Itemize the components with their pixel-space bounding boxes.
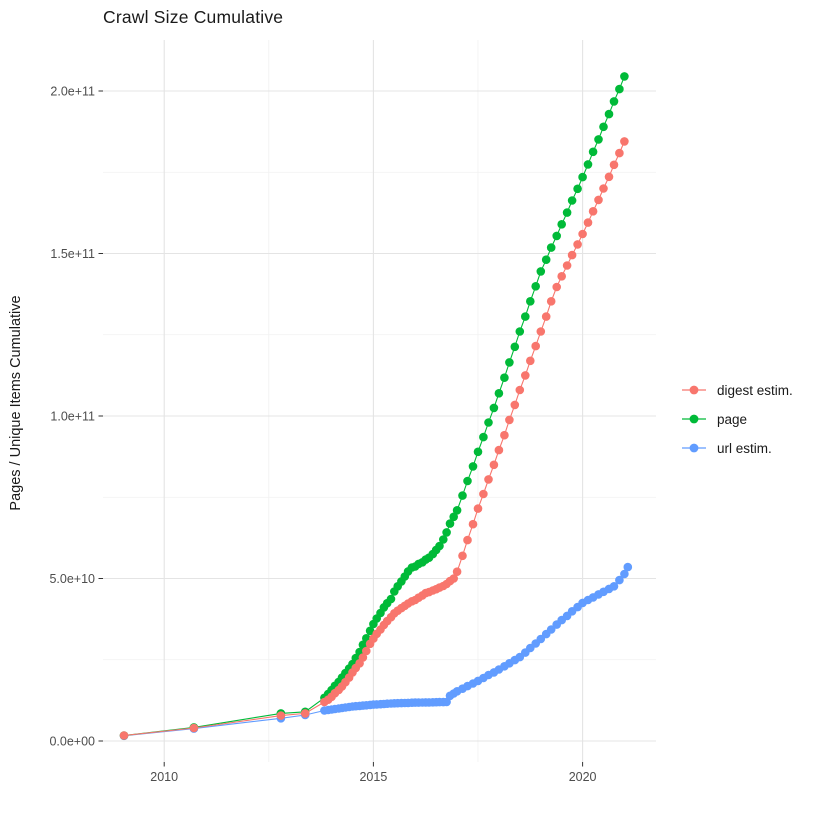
chart-title: Crawl Size Cumulative	[103, 7, 284, 27]
legend-key-line-dot-icon	[682, 443, 706, 453]
svg-text:2015: 2015	[359, 770, 387, 784]
axis-tick-marks	[98, 90, 584, 767]
series-page-points	[119, 72, 629, 740]
legend-item-digest-estim: digest estim.	[681, 380, 793, 400]
legend-label: url estim.	[717, 440, 772, 456]
legend-label: page	[717, 411, 748, 427]
legend-item-page: page	[681, 409, 793, 429]
grid-major	[103, 40, 656, 762]
x-axis-tick-labels: 2010 2015 2020	[150, 770, 596, 784]
y-axis-tick-labels: 0.0e+00 5.0e+10 1.0e+11 1.5e+11 2.0e+11	[49, 84, 95, 748]
legend-key-line-dot-icon	[682, 414, 706, 424]
series-url-estim-points	[119, 562, 633, 741]
svg-text:1.0e+11: 1.0e+11	[50, 409, 95, 423]
svg-text:2010: 2010	[150, 770, 178, 784]
series-url-estim-line	[123, 566, 629, 737]
legend-item-url-estim: url estim.	[681, 438, 793, 458]
grid-minor	[103, 40, 656, 762]
svg-text:1.5e+11: 1.5e+11	[50, 247, 95, 261]
legend-key-line-dot-icon	[682, 385, 706, 395]
svg-text:2.0e+11: 2.0e+11	[50, 84, 95, 98]
legend: digest estim. page url estim.	[681, 380, 793, 458]
svg-text:2020: 2020	[569, 770, 597, 784]
legend-label: digest estim.	[717, 382, 793, 398]
svg-text:5.0e+10: 5.0e+10	[49, 572, 95, 586]
svg-text:0.0e+00: 0.0e+00	[49, 734, 95, 748]
series-digest-estim-points	[119, 137, 629, 740]
series-digest-estim-line	[123, 141, 625, 737]
